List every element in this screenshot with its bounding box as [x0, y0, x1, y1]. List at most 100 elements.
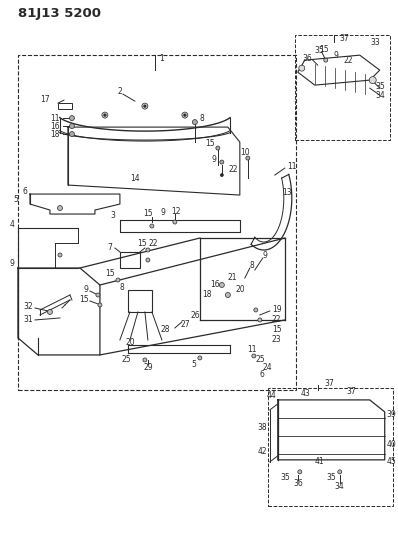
Circle shape: [47, 310, 53, 314]
Text: 15: 15: [105, 270, 115, 279]
Text: 27: 27: [180, 320, 190, 329]
Circle shape: [142, 103, 148, 109]
Text: 21: 21: [227, 273, 236, 282]
Text: 22: 22: [272, 316, 281, 325]
Text: 20: 20: [235, 286, 245, 295]
Text: 45: 45: [387, 457, 396, 466]
Text: 41: 41: [315, 457, 325, 466]
Text: 32: 32: [23, 302, 33, 311]
Circle shape: [220, 174, 223, 176]
Circle shape: [182, 112, 188, 118]
Text: 9: 9: [160, 207, 165, 216]
Text: 9: 9: [262, 251, 267, 260]
Text: 16: 16: [210, 280, 220, 289]
Bar: [18, 55, 296, 390]
Text: 37: 37: [325, 379, 334, 389]
Text: 9: 9: [10, 259, 15, 268]
Text: 8: 8: [119, 284, 124, 293]
Circle shape: [150, 224, 154, 228]
Text: 35: 35: [376, 82, 386, 91]
Circle shape: [324, 58, 328, 62]
Text: 37: 37: [347, 387, 357, 397]
Circle shape: [183, 114, 186, 116]
Text: 26: 26: [190, 311, 200, 320]
Text: 22: 22: [229, 165, 238, 174]
Circle shape: [69, 116, 74, 120]
Text: 23: 23: [272, 335, 281, 344]
Text: 15: 15: [79, 295, 89, 304]
Circle shape: [216, 146, 220, 150]
Text: 4: 4: [10, 220, 15, 229]
Bar: [128, 290, 152, 312]
Bar: [58, 103, 72, 109]
Text: 20: 20: [125, 338, 135, 348]
Circle shape: [254, 308, 258, 312]
Text: 25: 25: [255, 356, 265, 365]
Circle shape: [299, 65, 305, 71]
Circle shape: [173, 220, 177, 224]
Text: 8: 8: [200, 114, 205, 123]
Circle shape: [57, 206, 62, 211]
Circle shape: [220, 160, 224, 164]
Text: 34: 34: [376, 91, 386, 100]
Text: 9: 9: [84, 286, 88, 295]
Text: 5: 5: [191, 360, 196, 369]
Circle shape: [104, 114, 106, 116]
Bar: [295, 35, 390, 140]
Text: 22: 22: [343, 55, 353, 64]
Text: 39: 39: [387, 410, 396, 419]
Text: 24: 24: [263, 364, 273, 373]
Text: 1: 1: [159, 54, 164, 63]
Text: 9: 9: [212, 155, 217, 164]
Text: 31: 31: [23, 316, 33, 325]
Circle shape: [338, 470, 342, 474]
Text: 15: 15: [205, 139, 215, 148]
Text: 6: 6: [259, 370, 264, 379]
Text: 36: 36: [303, 54, 313, 63]
Text: 15: 15: [319, 45, 328, 54]
Circle shape: [146, 258, 150, 262]
Circle shape: [146, 248, 150, 252]
Circle shape: [369, 77, 376, 84]
Circle shape: [192, 119, 197, 125]
Text: 14: 14: [130, 174, 140, 183]
Text: 44: 44: [267, 391, 277, 400]
Text: 35: 35: [280, 473, 290, 482]
Circle shape: [219, 282, 224, 287]
Circle shape: [96, 293, 100, 297]
Text: 8: 8: [250, 261, 254, 270]
Text: 9: 9: [333, 51, 338, 60]
Text: 25: 25: [121, 356, 131, 365]
Text: 2: 2: [117, 87, 122, 95]
Circle shape: [98, 303, 102, 307]
Circle shape: [198, 356, 202, 360]
Circle shape: [69, 132, 74, 136]
Text: 29: 29: [143, 364, 153, 373]
Text: 15: 15: [137, 238, 147, 247]
Text: 34: 34: [335, 482, 345, 491]
Text: 33: 33: [371, 38, 380, 47]
Circle shape: [143, 358, 147, 362]
Circle shape: [102, 112, 108, 118]
Text: 28: 28: [160, 326, 170, 334]
Text: 18: 18: [50, 130, 60, 139]
Circle shape: [252, 354, 256, 358]
Text: 35: 35: [315, 46, 325, 55]
Text: 37: 37: [340, 34, 349, 43]
Text: 36: 36: [293, 479, 302, 488]
Text: 13: 13: [282, 188, 291, 197]
Text: 19: 19: [272, 305, 281, 314]
Circle shape: [225, 293, 230, 297]
Circle shape: [58, 253, 62, 257]
Text: 35: 35: [327, 473, 337, 482]
Text: 40: 40: [387, 440, 396, 449]
Text: 11: 11: [287, 161, 296, 171]
Circle shape: [116, 278, 120, 282]
Text: 43: 43: [301, 390, 311, 398]
Circle shape: [144, 105, 146, 107]
Circle shape: [69, 124, 74, 128]
Circle shape: [298, 470, 302, 474]
Text: 42: 42: [257, 447, 267, 456]
Text: 38: 38: [257, 423, 267, 432]
Circle shape: [258, 318, 262, 322]
